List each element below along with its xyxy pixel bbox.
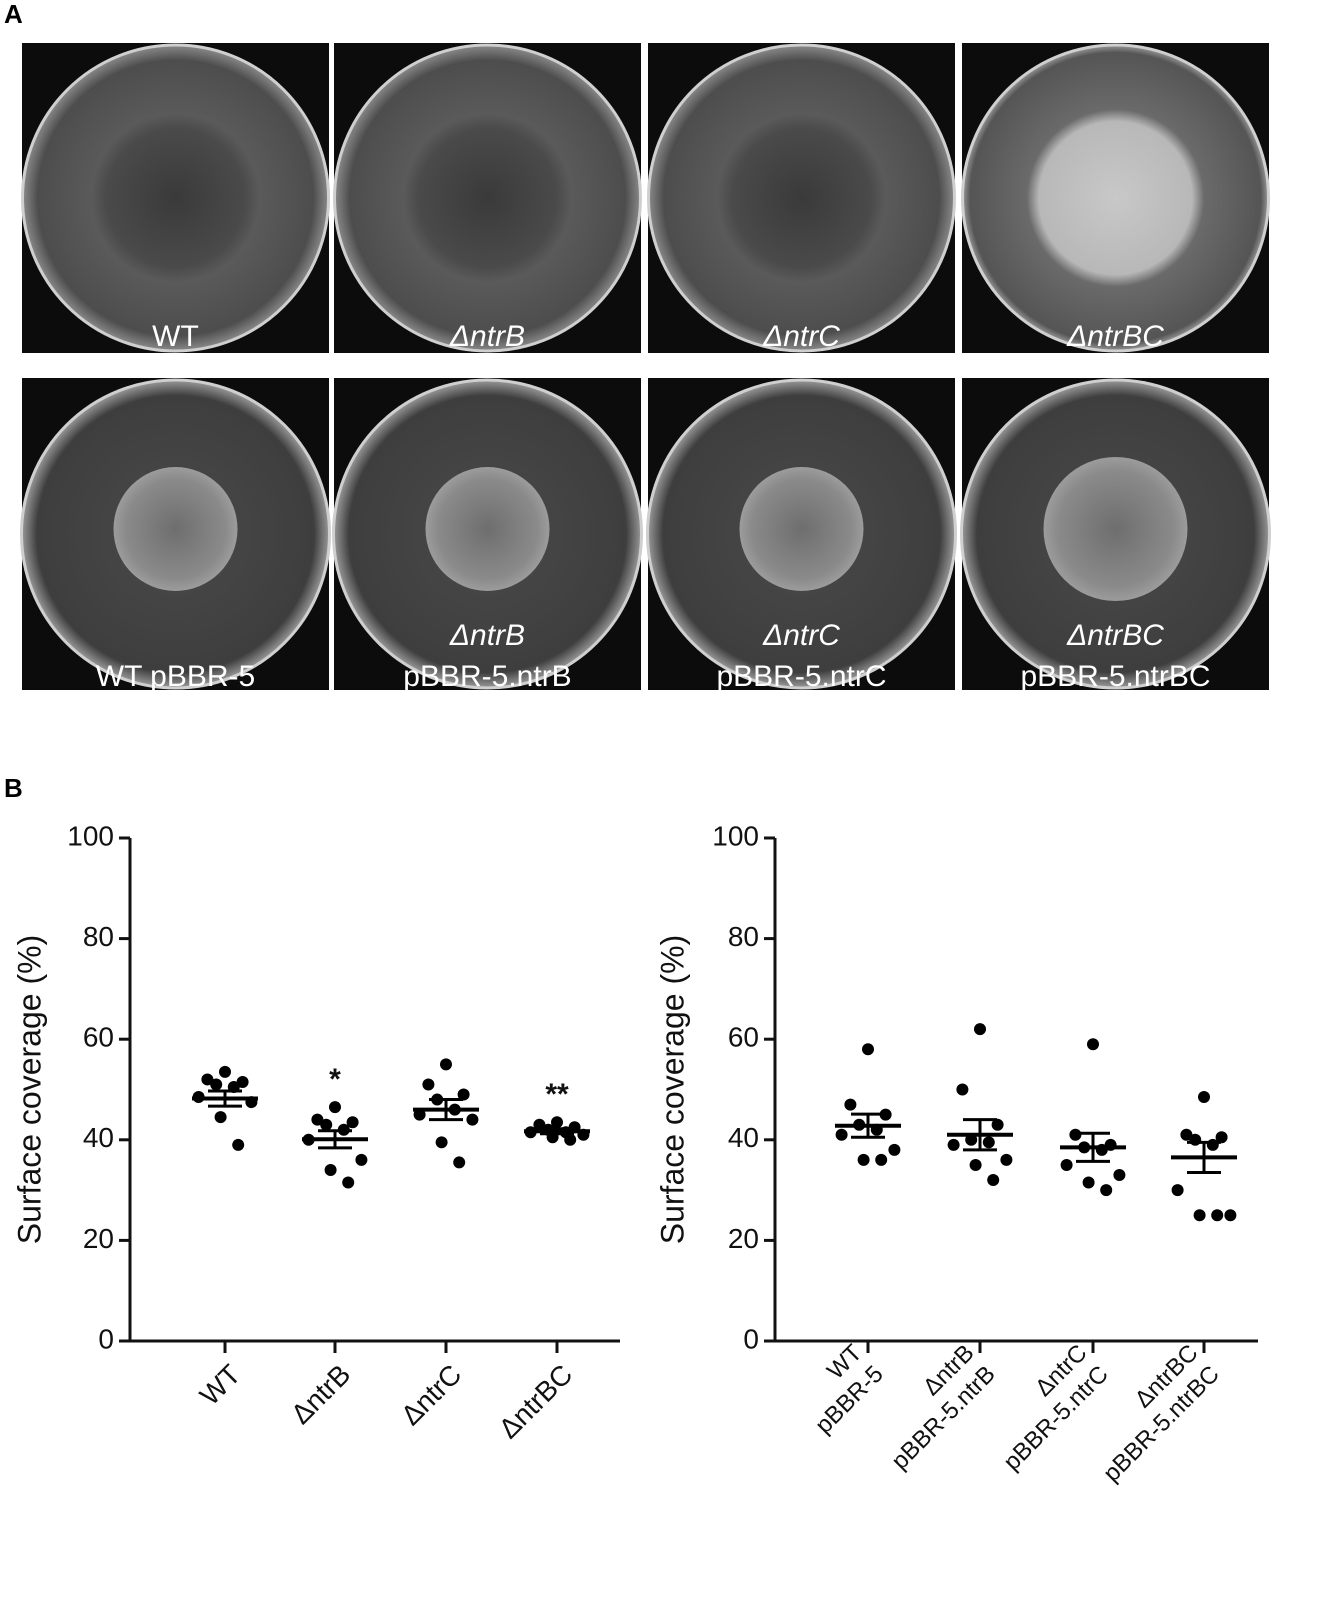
plate-label: ΔntrBC — [1066, 320, 1164, 353]
y-tick-label: 40 — [83, 1122, 114, 1153]
data-point — [1198, 1091, 1210, 1104]
y-tick-label: 100 — [712, 820, 759, 851]
significance-label: * — [329, 1063, 341, 1096]
data-point — [457, 1088, 470, 1101]
plate-label: ΔntrC — [762, 320, 840, 353]
data-point — [1211, 1209, 1224, 1222]
plate-label: pBBR-5.ntrBC — [1020, 660, 1210, 693]
x-tick-label: ΔntrBC — [493, 1359, 579, 1445]
data-point — [987, 1174, 1000, 1187]
data-point — [236, 1075, 249, 1088]
significance-label: ** — [545, 1078, 569, 1111]
colony — [425, 467, 550, 591]
data-point — [857, 1153, 870, 1166]
colony — [1043, 457, 1188, 601]
data-point — [1206, 1138, 1219, 1151]
data-point — [888, 1143, 901, 1156]
data-point — [974, 1023, 986, 1036]
data-point — [214, 1111, 227, 1124]
y-tick-label: 0 — [743, 1323, 759, 1354]
data-point — [965, 1133, 978, 1146]
data-point — [413, 1108, 426, 1121]
data-point — [201, 1073, 214, 1086]
panel-letter: A — [4, 0, 23, 29]
petri-dish — [961, 43, 1270, 353]
plate-label: ΔntrBC — [1066, 619, 1164, 652]
plate-label: WT — [152, 320, 199, 353]
plate-label: pBBR-5.ntrC — [716, 660, 886, 693]
plate-label: ΔntrC — [762, 619, 840, 652]
plate-label: ΔntrB — [449, 320, 525, 353]
x-tick-label: ΔntrC — [395, 1359, 468, 1432]
data-point — [342, 1176, 355, 1189]
y-axis-label: Surface coverage (%) — [11, 935, 47, 1244]
y-tick-label: 100 — [67, 820, 114, 851]
y-axis-label: Surface coverage (%) — [654, 935, 690, 1244]
y-tick-label: 40 — [728, 1122, 759, 1153]
data-point — [1215, 1131, 1228, 1144]
data-point — [1069, 1128, 1082, 1141]
data-point — [947, 1138, 960, 1151]
data-point — [219, 1065, 231, 1078]
data-point — [969, 1158, 982, 1171]
data-point — [311, 1113, 324, 1126]
data-point — [1224, 1209, 1237, 1222]
data-point — [1171, 1184, 1184, 1197]
data-point — [466, 1113, 479, 1126]
y-tick-label: 20 — [728, 1223, 759, 1254]
data-point — [835, 1128, 848, 1141]
data-point — [435, 1136, 448, 1149]
data-point — [440, 1058, 452, 1071]
x-tick-label: WT — [194, 1359, 247, 1412]
y-tick-label: 60 — [728, 1022, 759, 1053]
panel-letter: B — [4, 773, 23, 803]
data-point — [1060, 1158, 1073, 1171]
data-point — [991, 1118, 1004, 1131]
data-point — [564, 1133, 577, 1146]
plate-label: pBBR-5.ntrB — [403, 660, 571, 693]
data-point — [1087, 1038, 1099, 1051]
data-point — [551, 1116, 563, 1129]
data-point — [1193, 1209, 1206, 1222]
colony — [113, 467, 238, 591]
data-point — [1100, 1184, 1113, 1197]
data-point — [329, 1101, 341, 1114]
petri-dish — [21, 43, 330, 353]
colony — [739, 467, 864, 591]
data-point — [862, 1043, 874, 1056]
x-tick-label: ΔntrB — [285, 1359, 356, 1430]
plate-label: ΔntrB — [449, 619, 525, 652]
data-point — [1082, 1176, 1095, 1189]
data-point — [1113, 1169, 1126, 1182]
data-point — [982, 1136, 995, 1149]
data-point — [346, 1116, 359, 1129]
data-point — [422, 1078, 435, 1091]
data-point — [453, 1156, 466, 1169]
data-point — [320, 1118, 333, 1131]
y-tick-label: 80 — [728, 921, 759, 952]
plate-label: WT pBBR-5 — [96, 660, 255, 693]
petri-dish — [333, 43, 642, 353]
data-point — [844, 1098, 857, 1111]
data-point — [210, 1078, 223, 1091]
data-point — [875, 1153, 888, 1166]
y-tick-label: 0 — [98, 1323, 114, 1354]
y-tick-label: 60 — [83, 1022, 114, 1053]
data-point — [355, 1153, 368, 1166]
data-point — [232, 1138, 245, 1151]
data-point — [1189, 1133, 1202, 1146]
data-point — [1180, 1128, 1193, 1141]
petri-dish — [647, 43, 956, 353]
y-tick-label: 20 — [83, 1223, 114, 1254]
data-point — [879, 1108, 892, 1121]
data-point — [1000, 1153, 1013, 1166]
data-point — [956, 1083, 969, 1096]
data-point — [324, 1163, 337, 1176]
y-tick-label: 80 — [83, 921, 114, 952]
